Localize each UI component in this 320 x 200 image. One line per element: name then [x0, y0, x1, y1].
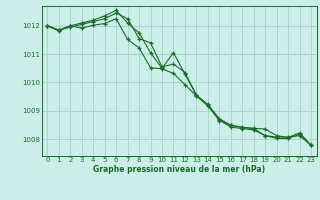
X-axis label: Graphe pression niveau de la mer (hPa): Graphe pression niveau de la mer (hPa) [93, 165, 265, 174]
